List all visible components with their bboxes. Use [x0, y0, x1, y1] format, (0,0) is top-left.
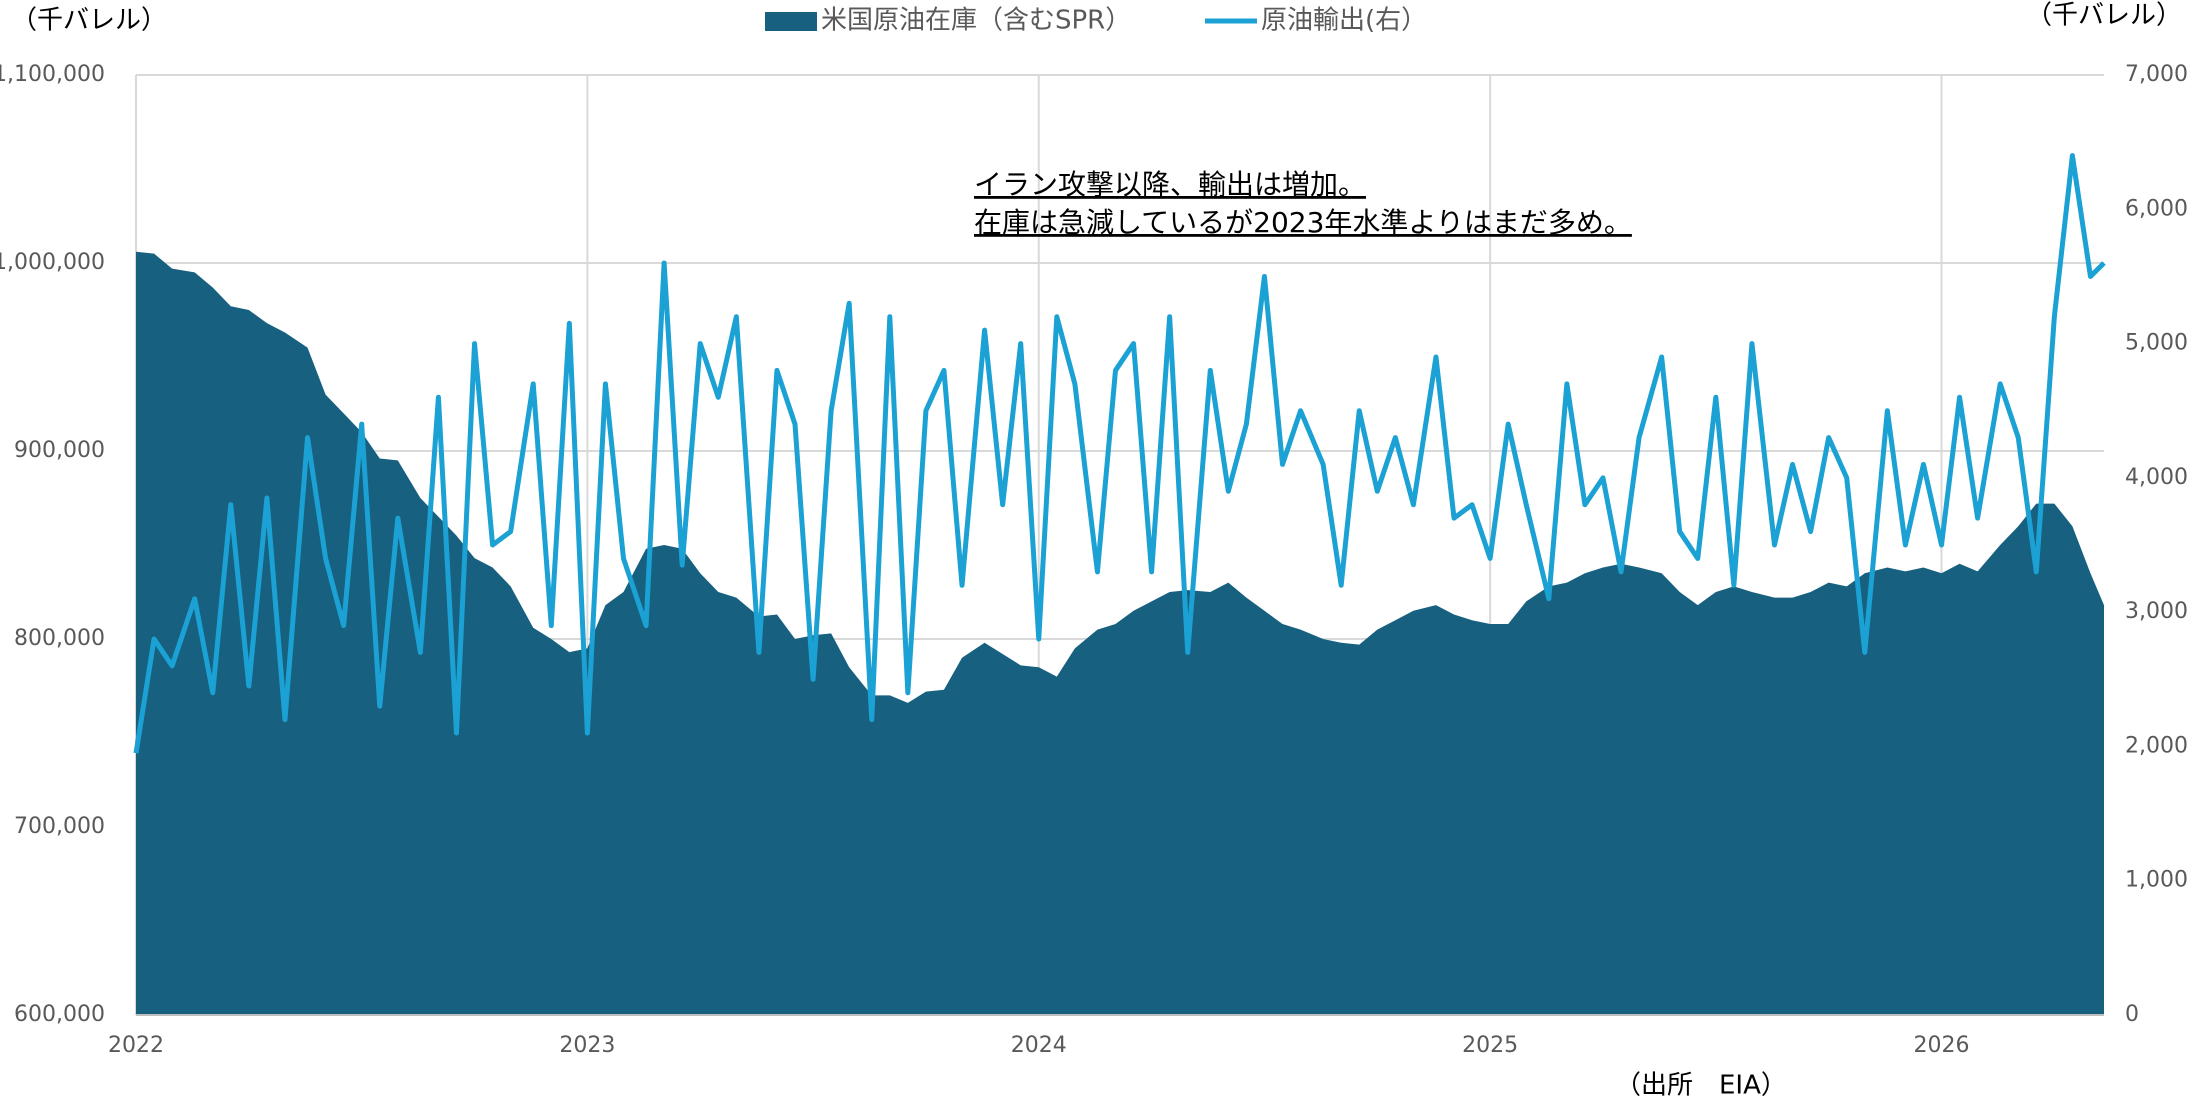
- x-tick-label: 2022: [108, 1033, 164, 1058]
- legend-label: 原油輸出(右）: [1261, 6, 1427, 36]
- annotation: イラン攻撃以降、輸出は増加。: [974, 168, 1366, 201]
- line: [133, 153, 2106, 754]
- y-tick-label: 900,000: [14, 438, 105, 463]
- x-tick-label: 2023: [559, 1033, 615, 1058]
- y-tick-label: 600,000: [14, 1002, 105, 1027]
- area: [136, 251, 2104, 1016]
- x-tick-label: 2025: [1462, 1033, 1518, 1058]
- y2-tick-label: 1,000: [2125, 868, 2188, 893]
- y-tick-label: 1,100,000: [0, 62, 105, 87]
- y2-tick-label: 2,000: [2125, 733, 2188, 758]
- y2-axis-title: （千バレル）: [2026, 1, 2182, 31]
- y2-tick-label: 3,000: [2125, 599, 2188, 624]
- x-tick-label: 2026: [1914, 1033, 1970, 1058]
- legend-swatch: [765, 12, 817, 31]
- y2-tick-label: 7,000: [2125, 62, 2188, 87]
- y-tick-label: 800,000: [14, 626, 105, 651]
- y2-tick-label: 5,000: [2125, 331, 2188, 356]
- y2-tick-label: 6,000: [2125, 196, 2188, 221]
- source: （出所 EIA）: [1615, 1071, 1787, 1101]
- y2-tick-label: 0: [2125, 1002, 2139, 1027]
- x-tick-label: 2024: [1011, 1033, 1067, 1058]
- y-tick-label: 1,000,000: [0, 250, 105, 275]
- legend-label: 米国原油在庫（含むSPR）: [821, 6, 1131, 36]
- y2-tick-label: 4,000: [2125, 465, 2188, 490]
- y-axis-title: （千バレル）: [11, 6, 167, 36]
- annotation: 在庫は急減しているが2023年水準よりはまだ多め。: [974, 206, 1632, 239]
- y-tick-label: 700,000: [14, 814, 105, 839]
